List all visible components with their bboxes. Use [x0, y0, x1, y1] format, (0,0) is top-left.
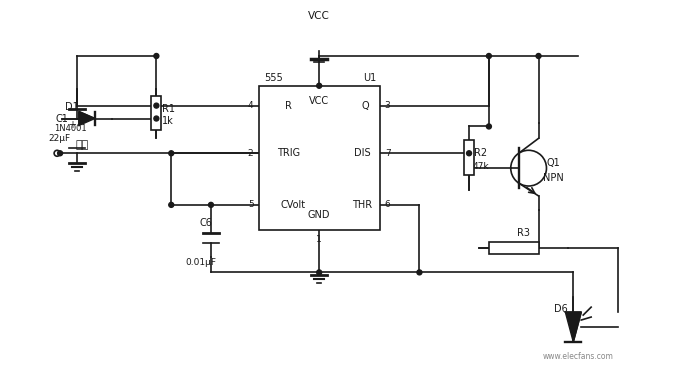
- Bar: [464, 140, 474, 175]
- Circle shape: [536, 54, 541, 59]
- Text: 1k: 1k: [162, 116, 174, 127]
- Text: 输入: 输入: [75, 140, 89, 150]
- Polygon shape: [79, 112, 95, 125]
- Text: 47k: 47k: [473, 162, 489, 171]
- Text: R3: R3: [517, 228, 530, 238]
- Text: VCC: VCC: [309, 96, 329, 106]
- Text: 6: 6: [385, 200, 391, 209]
- Circle shape: [316, 83, 322, 88]
- Text: www.elecfans.com: www.elecfans.com: [543, 352, 614, 361]
- Text: U1: U1: [363, 73, 376, 83]
- Circle shape: [417, 270, 422, 275]
- Text: CVolt: CVolt: [281, 200, 306, 210]
- Text: +: +: [68, 121, 76, 130]
- Text: R: R: [285, 101, 292, 111]
- Polygon shape: [565, 312, 581, 342]
- Circle shape: [486, 54, 492, 59]
- Circle shape: [486, 124, 492, 129]
- Text: D6: D6: [554, 304, 568, 314]
- Text: 1: 1: [316, 235, 322, 244]
- Text: 1N4001: 1N4001: [54, 124, 87, 133]
- Text: TRIG: TRIG: [277, 148, 300, 158]
- Text: 2: 2: [248, 149, 254, 158]
- Circle shape: [316, 270, 322, 275]
- Text: Q1: Q1: [546, 158, 561, 168]
- Text: R2: R2: [475, 148, 488, 158]
- Circle shape: [168, 202, 174, 208]
- Circle shape: [168, 151, 174, 156]
- Text: Q: Q: [361, 101, 369, 111]
- Circle shape: [154, 116, 159, 121]
- Text: 555: 555: [264, 73, 283, 83]
- Text: THR: THR: [352, 200, 372, 210]
- Bar: [151, 96, 162, 130]
- Text: VCC: VCC: [308, 11, 330, 21]
- Text: GND: GND: [308, 210, 330, 220]
- Circle shape: [154, 103, 159, 108]
- Bar: [258, 86, 380, 230]
- Text: R1: R1: [162, 104, 175, 114]
- Text: 5: 5: [248, 200, 254, 209]
- Text: 7: 7: [385, 149, 391, 158]
- Circle shape: [154, 54, 159, 59]
- Text: 0.01μF: 0.01μF: [186, 258, 217, 267]
- Circle shape: [57, 151, 63, 156]
- Circle shape: [209, 202, 213, 208]
- Text: C1: C1: [56, 113, 68, 124]
- Bar: [489, 242, 539, 254]
- Text: 3: 3: [385, 101, 391, 110]
- Text: C6: C6: [200, 218, 212, 228]
- Text: 4: 4: [248, 101, 254, 110]
- Circle shape: [466, 151, 471, 156]
- Text: DIS: DIS: [353, 148, 370, 158]
- Text: 22μF: 22μF: [48, 134, 70, 143]
- Text: D1: D1: [65, 102, 79, 112]
- Text: NPN: NPN: [543, 173, 564, 183]
